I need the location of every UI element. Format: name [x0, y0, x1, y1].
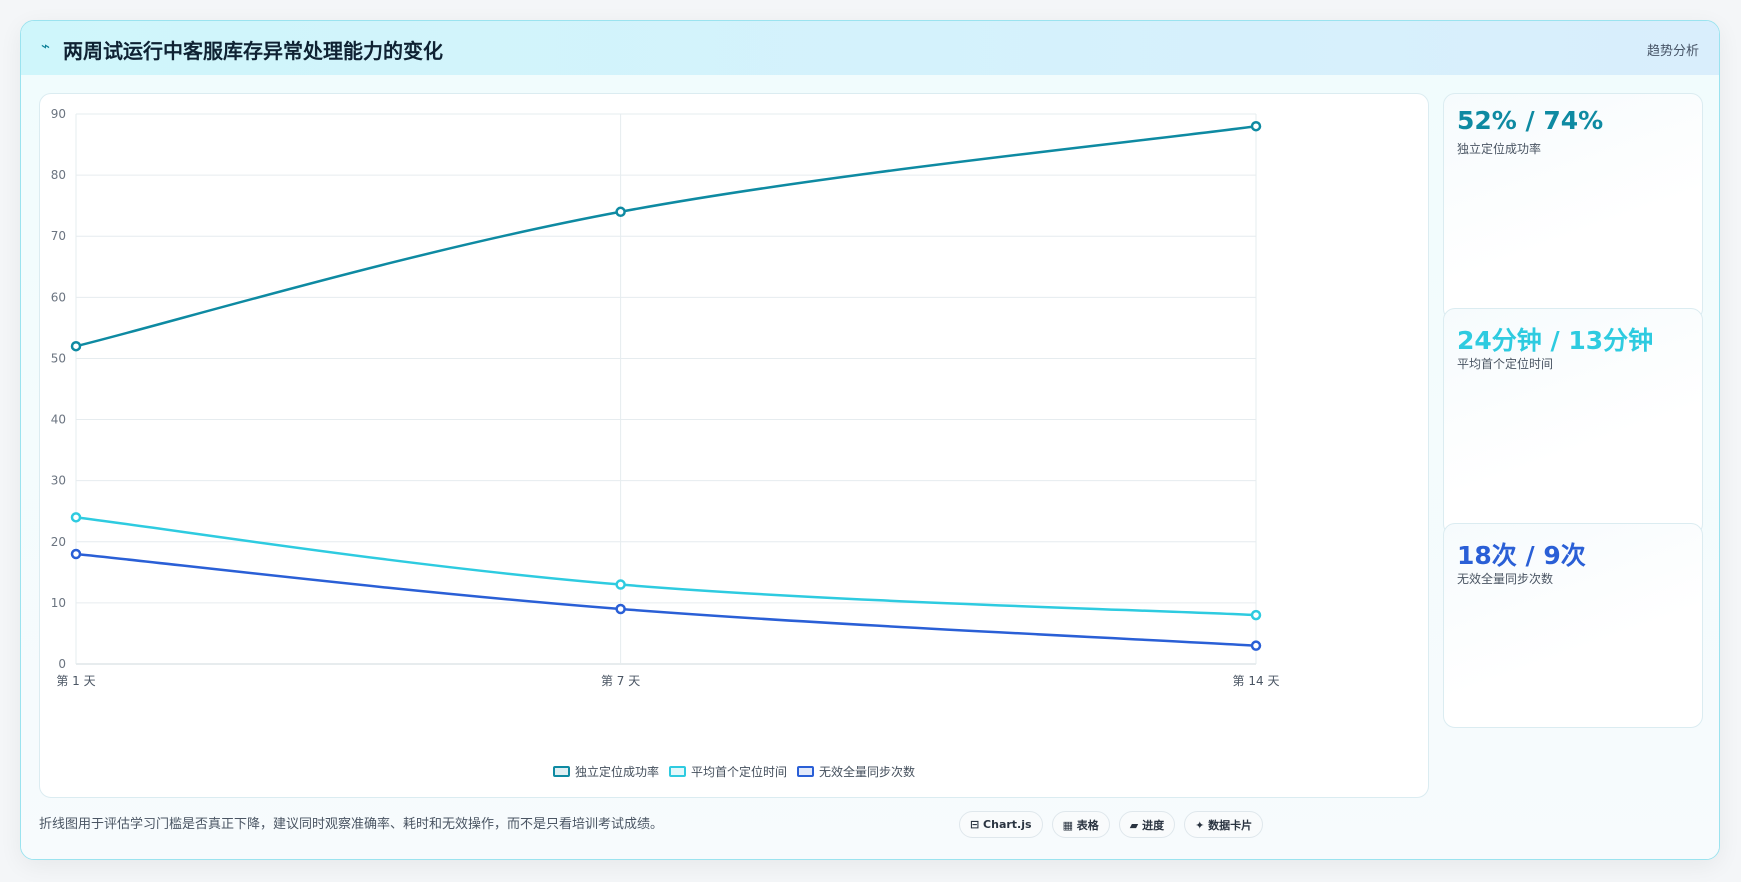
data-point	[1250, 609, 1262, 621]
data-point	[615, 579, 626, 590]
line-chart: 0 10 20 30 40 50 60 70 80 90 第 1 天 第 7 天 第 14 天	[51, 107, 1280, 688]
chip-chartjs[interactable]: ⊟ Chart.js	[959, 811, 1043, 838]
y-tick-label: 40	[51, 413, 66, 427]
chip-data-card[interactable]: ✦ 数据卡片	[1184, 811, 1264, 838]
data-point	[615, 206, 626, 218]
series-line	[75, 552, 1257, 647]
chart-title: 两周试运行中客服库存异常处理能力的变化	[63, 39, 443, 63]
chip-group: ⊟ Chart.js ▦ 表格 ▰ 进度 ✦ 数据卡片	[959, 811, 1264, 838]
card-body: 0 10 20 30 40 50 60 70 80 90 第 1 天 第 7 天 第 14 天 独立定位…	[21, 75, 1719, 859]
legend-label: 平均首个定位时间	[690, 765, 787, 779]
trend-analysis-link[interactable]: 趋势分析	[1646, 44, 1699, 59]
y-tick-label: 90	[51, 107, 66, 121]
legend-swatch	[797, 766, 814, 777]
y-tick-label: 60	[51, 290, 66, 304]
legend-label: 无效全量同步次数	[819, 765, 916, 779]
chart-footnote: 折线图用于评估学习门槛是否真正下降，建议同时观察准确率、耗时和无效操作，而不是只…	[39, 817, 664, 832]
x-tick-label: 第 1 天	[56, 674, 95, 688]
y-tick-label: 20	[51, 535, 66, 549]
y-tick-label: 30	[51, 474, 66, 488]
chart-panel: 0 10 20 30 40 50 60 70 80 90 第 1 天 第 7 天 第 14 天 独立定位…	[39, 93, 1429, 798]
legend-item[interactable]: 独立定位成功率	[552, 763, 659, 780]
chart-card: ⌁ 两周试运行中客服库存异常处理能力的变化 趋势分析 0 10 20 30 40 50 60…	[20, 20, 1720, 860]
x-tick-label: 第 14 天	[1233, 674, 1280, 688]
y-tick-label: 10	[51, 596, 66, 610]
data-point	[70, 548, 82, 560]
y-tick-label: 80	[51, 168, 66, 182]
chip-table[interactable]: ▦ 表格	[1051, 811, 1110, 838]
y-tick-label: 50	[51, 351, 66, 365]
data-point	[1250, 640, 1262, 651]
y-tick-label: 0	[58, 657, 66, 671]
legend-label: 独立定位成功率	[574, 765, 659, 779]
chip-progress[interactable]: ▰ 进度	[1118, 811, 1176, 838]
x-tick-label: 第 7 天	[601, 674, 640, 688]
data-point	[1250, 120, 1262, 132]
legend-swatch	[668, 766, 686, 777]
series-line	[75, 516, 1257, 617]
stat-label: 独立定位成功率	[1457, 142, 1542, 156]
data-point	[615, 603, 626, 615]
stat-card-locate-time: 24分钟 / 13分钟 平均首个定位时间	[1443, 308, 1703, 536]
chart-legend: 独立定位成功率 平均首个定位时间 无效全量同步次数	[40, 763, 1428, 780]
stat-label: 无效全量同步次数	[1457, 572, 1554, 586]
card-header: ⌁ 两周试运行中客服库存异常处理能力的变化 趋势分析	[21, 21, 1719, 76]
trend-icon: ⌁	[41, 37, 51, 55]
legend-swatch	[552, 766, 570, 777]
stat-label: 平均首个定位时间	[1457, 357, 1554, 371]
data-point	[70, 340, 82, 352]
stat-card-invalid-sync: 18次 / 9次 无效全量同步次数	[1443, 523, 1703, 728]
legend-item[interactable]: 无效全量同步次数	[797, 763, 915, 780]
stat-value: 52% / 74%	[1457, 106, 1604, 135]
stat-card-success-rate: 52% / 74% 独立定位成功率	[1443, 93, 1703, 321]
stat-value: 24分钟 / 13分钟	[1457, 326, 1654, 355]
stat-value: 18次 / 9次	[1457, 541, 1586, 570]
y-tick-label: 70	[51, 229, 66, 243]
legend-item[interactable]: 平均首个定位时间	[668, 763, 787, 780]
data-point	[70, 512, 82, 523]
